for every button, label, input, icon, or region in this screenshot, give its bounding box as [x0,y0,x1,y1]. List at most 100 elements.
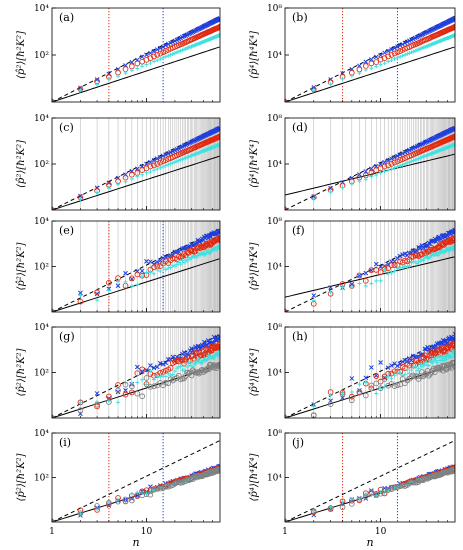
y-axis-label: ⟨p̂²⟩[ħ²K²] [16,31,27,79]
data-point-x [382,50,387,56]
data-point-x [328,285,333,290]
data-point-circle [106,499,112,506]
data-point-plus [166,371,171,376]
y-tick-label: 10⁴ [267,51,282,61]
data-point-circle [122,66,129,72]
data-point-x [395,153,400,159]
data-point-circle [139,393,146,400]
data-point-circle [381,487,388,493]
data-point-plus [106,288,111,293]
data-point-plus [78,511,83,516]
data-point-plus [166,162,171,167]
data-point-x [217,229,220,235]
data-point-circle [160,49,166,56]
data-point-circle [157,485,164,492]
data-point-plus [170,263,175,268]
data-point-x [94,291,100,297]
solid-reference-curve [285,256,455,298]
data-point-x [163,152,169,158]
data-point-plus [161,55,166,60]
data-point-plus [424,360,429,365]
x-axis-label: n [366,536,373,549]
data-point-circle [151,162,157,169]
data-point-plus [161,164,166,169]
data-point-plus [405,264,410,269]
data-point-circle [356,272,363,279]
data-point-plus [395,55,400,60]
data-point-x [217,334,220,339]
data-point-plus [392,165,397,170]
data-point-plus [78,88,83,93]
data-point-circle [162,379,169,386]
plot-area [52,433,220,522]
data-point-plus [398,370,403,375]
data-point-plus [172,51,177,56]
data-point-plus [403,161,408,166]
data-point-x [144,259,149,264]
data-point-x [425,344,430,350]
data-point-plus [414,368,419,373]
data-point-plus [158,269,163,274]
data-point-plus [135,380,140,385]
data-point-plus [78,400,83,405]
data-point-circle [452,466,455,472]
data-point-circle [154,161,161,167]
data-point-circle [122,496,129,503]
data-point-circle [216,345,220,352]
data-point-plus [357,382,362,387]
data-point-plus [174,50,179,55]
data-point-plus [413,364,418,369]
data-point-plus [129,491,134,496]
data-point-x [311,293,317,298]
data-point-plus [389,58,394,63]
data-point-plus [374,173,379,178]
data-point-x [373,54,379,60]
data-point-plus [389,166,394,171]
data-point-x [382,159,387,165]
data-point-plus [201,250,206,255]
data-point-plus [349,284,354,289]
data-point-circle [356,496,363,503]
data-point-plus [116,182,121,187]
data-point-x [285,99,288,102]
data-point-plus [311,404,316,409]
data-point-plus [189,359,194,364]
data-point-circle [217,133,220,140]
data-point-plus [95,507,100,512]
data-point-x [157,360,163,366]
data-point-x [165,151,171,156]
data-point-x [129,59,135,65]
data-point-x [163,254,169,260]
data-point-circle [397,157,403,163]
data-point-plus [436,253,441,258]
data-point-x [452,16,455,21]
data-point-plus [170,160,175,165]
data-point-plus [178,364,183,369]
data-point-plus [116,279,121,284]
data-point-plus [78,197,83,202]
data-point-plus [340,285,345,290]
data-point-circle [160,158,166,165]
data-point-x [382,375,387,381]
data-point-x [400,41,405,47]
data-point-x [395,363,400,369]
data-point-circle [157,159,164,166]
data-point-circle [106,399,112,405]
data-point-plus [400,162,405,167]
data-point-plus [140,377,145,382]
data-point-circle [394,158,401,165]
data-point-x [395,44,400,49]
data-point-plus [158,165,163,170]
data-point-x [400,359,405,365]
data-point-circle [388,486,395,493]
data-point-plus [140,172,145,177]
data-point-circle [216,237,220,244]
data-point-x [217,125,220,131]
data-point-plus [170,372,175,377]
data-point-circle [134,370,141,377]
panel-label: (e) [59,224,74,237]
y-axis-label: ⟨p̂⁴⟩[ħ⁴K⁴] [249,348,260,396]
data-point-plus [168,52,173,57]
data-point-x [151,157,157,163]
data-point-circle [444,238,451,245]
